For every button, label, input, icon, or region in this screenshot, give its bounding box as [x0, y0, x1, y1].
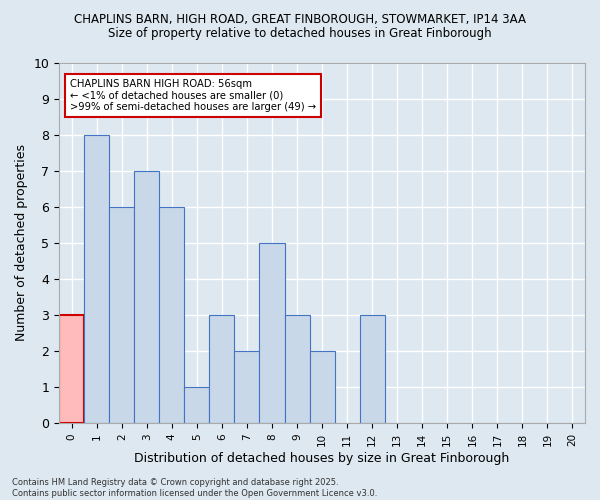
Bar [310, 352, 335, 424]
Bar [134, 171, 160, 423]
Y-axis label: Number of detached properties: Number of detached properties [15, 144, 28, 342]
Text: Contains HM Land Registry data © Crown copyright and database right 2025.
Contai: Contains HM Land Registry data © Crown c… [12, 478, 377, 498]
Bar [259, 243, 284, 424]
X-axis label: Distribution of detached houses by size in Great Finborough: Distribution of detached houses by size … [134, 452, 510, 465]
Bar [235, 352, 259, 424]
Bar [284, 315, 310, 424]
Bar [59, 315, 84, 424]
Bar [109, 207, 134, 424]
Bar [359, 315, 385, 424]
Bar [84, 134, 109, 424]
Bar [160, 207, 184, 424]
Text: Size of property relative to detached houses in Great Finborough: Size of property relative to detached ho… [108, 28, 492, 40]
Bar [184, 388, 209, 424]
Bar [209, 315, 235, 424]
Text: CHAPLINS BARN, HIGH ROAD, GREAT FINBOROUGH, STOWMARKET, IP14 3AA: CHAPLINS BARN, HIGH ROAD, GREAT FINBOROU… [74, 12, 526, 26]
Text: CHAPLINS BARN HIGH ROAD: 56sqm
← <1% of detached houses are smaller (0)
>99% of : CHAPLINS BARN HIGH ROAD: 56sqm ← <1% of … [70, 78, 316, 112]
